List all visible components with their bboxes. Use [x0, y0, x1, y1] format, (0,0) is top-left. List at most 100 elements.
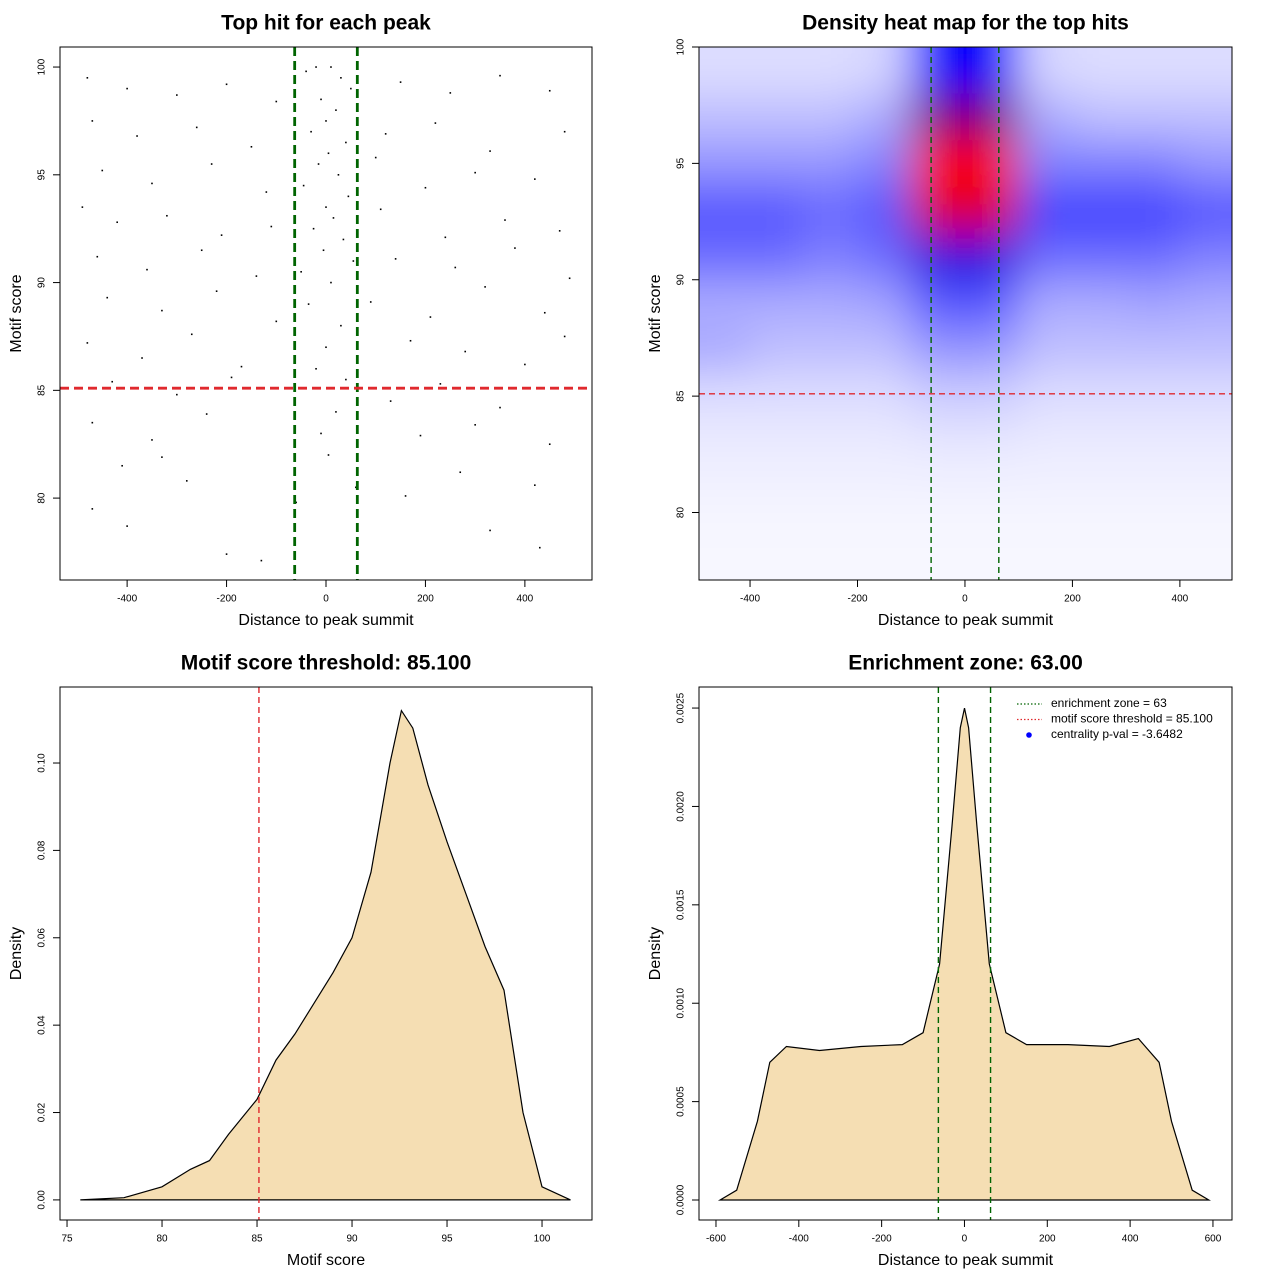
x-tick-label: 85 — [251, 1234, 263, 1245]
x-axis-label: Distance to peak summit — [878, 1252, 1054, 1269]
point — [474, 171, 476, 174]
point — [335, 411, 337, 413]
point — [185, 480, 188, 482]
heat-cell — [964, 326, 1020, 374]
heat-cell — [1179, 372, 1232, 421]
heat-cell — [1126, 465, 1181, 514]
point — [215, 290, 218, 292]
x-tick-label: 600 — [1205, 1234, 1222, 1245]
y-tick-label: 0.00 — [37, 1190, 48, 1210]
y-tick-label: 95 — [37, 169, 48, 181]
heat-cell — [1018, 140, 1074, 188]
point — [543, 311, 546, 314]
point — [340, 77, 342, 79]
y-tick-label: 0.08 — [37, 840, 48, 860]
point — [489, 150, 491, 152]
heat-cell — [750, 372, 805, 421]
heat-cell — [1072, 93, 1128, 142]
heat-cell — [1179, 140, 1232, 188]
x-tick-label: -200 — [217, 594, 237, 605]
point — [151, 439, 153, 441]
point — [563, 130, 566, 133]
x-tick-label: 200 — [1064, 594, 1081, 605]
point — [454, 266, 457, 269]
point — [335, 109, 337, 111]
point — [250, 145, 253, 148]
heat-cell — [1072, 140, 1128, 188]
chart-title: Enrichment zone: 63.00 — [848, 652, 1083, 675]
x-tick-label: -200 — [847, 594, 867, 605]
x-axis-label: Distance to peak summit — [878, 612, 1054, 629]
point — [225, 553, 228, 555]
y-axis-label: Motif score — [647, 274, 664, 352]
heat-cell — [964, 233, 1020, 281]
point — [325, 206, 327, 208]
heat-cell — [1072, 186, 1128, 235]
point — [347, 195, 350, 198]
point — [91, 421, 94, 424]
x-tick-label: 0 — [323, 594, 329, 605]
heat-cell — [857, 186, 913, 235]
point — [200, 249, 203, 252]
heat-cell — [750, 47, 805, 95]
point — [322, 249, 325, 252]
point — [538, 546, 541, 549]
y-tick-label: 0.0015 — [676, 889, 687, 920]
point — [369, 301, 372, 303]
point — [205, 413, 208, 415]
point — [563, 335, 566, 338]
point — [374, 156, 377, 159]
point — [399, 81, 402, 83]
point — [394, 258, 397, 260]
heat-cell — [750, 93, 805, 142]
x-tick-label: 100 — [534, 1234, 551, 1245]
heat-cell — [964, 93, 1020, 142]
point — [352, 260, 355, 262]
point — [300, 270, 302, 273]
heat-cell — [1126, 279, 1181, 328]
x-tick-label: -200 — [872, 1234, 892, 1245]
point — [379, 208, 382, 211]
point — [345, 141, 347, 144]
heat-cell — [750, 186, 805, 235]
heat-cell — [699, 419, 752, 467]
point — [230, 376, 233, 379]
point — [534, 484, 536, 486]
heat-cell — [857, 93, 913, 142]
heat-cell — [699, 465, 752, 514]
heat-cell — [1018, 326, 1074, 374]
point — [176, 94, 178, 96]
heat-cell — [750, 233, 805, 281]
y-tick-label: 100 — [676, 38, 687, 55]
heat-cell — [911, 47, 966, 95]
y-tick-label: 0.0005 — [676, 1086, 687, 1117]
y-tick-label: 85 — [676, 390, 687, 402]
x-tick-label: 400 — [1172, 594, 1189, 605]
heat-cell — [911, 186, 966, 235]
heat-cell — [1018, 279, 1074, 328]
heat-cell — [803, 512, 859, 580]
heat-cell — [750, 140, 805, 188]
point — [317, 163, 320, 165]
y-tick-label: 80 — [676, 507, 687, 519]
point — [151, 182, 153, 185]
x-tick-label: 200 — [1039, 1234, 1056, 1245]
heat-cell — [1179, 419, 1232, 467]
heat-cell — [911, 233, 966, 281]
point — [337, 174, 340, 176]
point — [350, 87, 352, 90]
heat-cell — [750, 279, 805, 328]
heat-cell — [1018, 186, 1074, 235]
point — [161, 309, 163, 312]
point — [419, 434, 422, 437]
point — [330, 281, 332, 284]
heat-cell — [1179, 512, 1232, 580]
point — [176, 393, 178, 396]
x-tick-label: 400 — [1122, 1234, 1139, 1245]
heat-cell — [699, 326, 752, 374]
point — [126, 87, 128, 90]
heat-cell — [1179, 233, 1232, 281]
heat-cell — [1072, 47, 1128, 95]
y-tick-label: 90 — [37, 277, 48, 289]
heat-cell — [1072, 512, 1128, 580]
